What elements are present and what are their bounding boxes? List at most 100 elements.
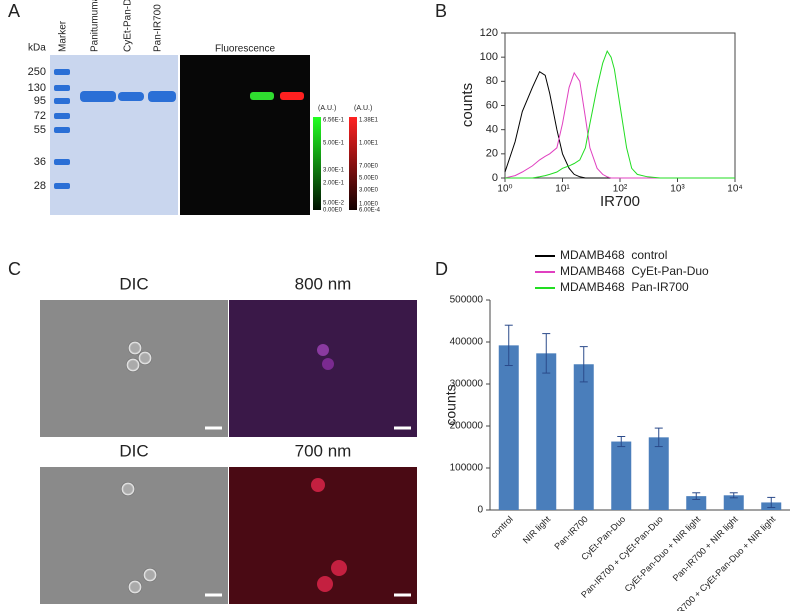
- ladder-band: [54, 113, 70, 119]
- scale-bars: [205, 426, 411, 597]
- scale-tick: 2.00E-1: [323, 181, 345, 187]
- y-tick-label: 120: [480, 27, 498, 39]
- image-title: DIC: [119, 274, 148, 293]
- fluorescence-label: Fluorescence: [215, 44, 275, 55]
- x-tick-label: NIR light: [521, 514, 553, 546]
- error-bar: [504, 324, 513, 367]
- y-tick-label: 200000: [450, 421, 484, 432]
- x-axis-label: IR700: [600, 193, 640, 210]
- mw-label: 130: [28, 82, 46, 94]
- y-tick-label: 100: [480, 51, 498, 63]
- ladder-band: [54, 98, 70, 104]
- lane-label: Panitumumab: [90, 0, 101, 52]
- y-tick-label: 20: [486, 148, 498, 160]
- y-axis-label: counts: [443, 384, 459, 425]
- x-tick-label: 10²: [613, 184, 628, 195]
- band: [118, 92, 144, 101]
- image-title: DIC: [119, 441, 148, 460]
- lane-label: Pan-IR700: [153, 4, 164, 52]
- error-bar: [542, 333, 551, 374]
- scale-tick: 7.00E0: [359, 164, 379, 170]
- y-tick-label: 500000: [450, 295, 484, 306]
- band: [250, 92, 274, 100]
- mw-label: 28: [34, 180, 46, 192]
- mw-label: 250: [28, 66, 46, 78]
- ladder-band: [54, 159, 70, 165]
- bar: [611, 441, 632, 510]
- x-tick-label: Pan-IR700: [552, 514, 589, 551]
- x-tick-label: CyEt-Pan-Duo + NIR light: [623, 514, 703, 594]
- band: [280, 92, 304, 100]
- cells: [121, 341, 347, 594]
- color-bar: [313, 117, 321, 210]
- scale-tick: 5.00E-1: [323, 141, 345, 147]
- image-title: 700 nm: [295, 441, 352, 460]
- color-bar: [349, 117, 357, 210]
- error-bar: [617, 436, 626, 448]
- series-line: [504, 70, 735, 179]
- y-tick-label: 0: [477, 505, 483, 516]
- scale-tick: 3.00E0: [359, 188, 379, 194]
- bar: [723, 495, 744, 510]
- bar: [536, 353, 557, 510]
- mw-label: 72: [34, 110, 46, 122]
- fluorescence-image: [180, 55, 310, 215]
- bar: [573, 364, 594, 510]
- y-tick-label: 80: [486, 75, 498, 87]
- y-axis-label: counts: [459, 83, 476, 127]
- scale-unit: (A.U.): [354, 105, 372, 112]
- y-tick-label: 60: [486, 99, 498, 111]
- kda-label: kDa: [28, 43, 46, 54]
- error-bar: [692, 492, 701, 500]
- y-tick-label: 0: [492, 172, 498, 184]
- ladder-band: [54, 127, 70, 133]
- y-tick-label: 400000: [450, 337, 484, 348]
- scale-unit: (A.U.): [318, 105, 336, 112]
- scale-tick: 6.00E-4: [359, 208, 381, 214]
- scale-tick: 1.38E1: [359, 118, 379, 124]
- band: [80, 91, 116, 102]
- scale-tick: 5.00E0: [359, 176, 379, 182]
- image-title: 800 nm: [295, 274, 352, 293]
- series-line: [504, 71, 735, 179]
- x-tick-label: 10¹: [555, 184, 570, 195]
- band: [148, 91, 176, 102]
- error-bar: [579, 346, 588, 383]
- legend-label: MDAMB468 control: [560, 248, 667, 262]
- lane-label: Marker: [58, 20, 69, 52]
- scale-tick: 6.56E-1: [323, 118, 345, 124]
- x-tick-label: 10⁰: [497, 184, 512, 195]
- ladder-band: [54, 85, 70, 91]
- panel-label: D: [435, 259, 448, 279]
- scale-tick: 1.00E0: [359, 202, 379, 208]
- x-tick-label: 10³: [670, 184, 685, 195]
- series-line: [505, 49, 735, 179]
- panel-label: B: [435, 1, 447, 21]
- bar: [648, 437, 669, 510]
- y-tick-label: 40: [486, 124, 498, 136]
- x-tick-label: 10⁴: [727, 184, 742, 195]
- legend-label: MDAMB468 CyEt-Pan-Duo: [560, 264, 709, 278]
- mw-label: 95: [34, 95, 46, 107]
- panel-label: C: [8, 259, 21, 279]
- scale-tick: 5.00E-2: [323, 201, 345, 207]
- mw-label: 55: [34, 124, 46, 136]
- ladder-band: [54, 183, 70, 189]
- y-tick-label: 300000: [450, 379, 484, 390]
- x-tick-label: control: [489, 514, 515, 540]
- lane-label: CyEt-Pan-Duo: [123, 0, 134, 52]
- gel: [50, 55, 178, 215]
- scale-tick: 3.00E-1: [323, 168, 345, 174]
- scale-tick: 1.00E1: [359, 141, 379, 147]
- error-bar: [729, 492, 738, 499]
- bar: [498, 345, 519, 510]
- error-bar: [654, 427, 663, 448]
- scale-tick: 0.00E0: [323, 208, 343, 214]
- error-bar: [767, 496, 776, 508]
- fluorescence-image: [229, 300, 417, 437]
- x-tick-label: Pan-IR700 + NIR light: [671, 514, 741, 584]
- panel-label: A: [8, 1, 20, 21]
- legend-label: MDAMB468 Pan-IR700: [560, 280, 689, 294]
- bar: [686, 496, 707, 510]
